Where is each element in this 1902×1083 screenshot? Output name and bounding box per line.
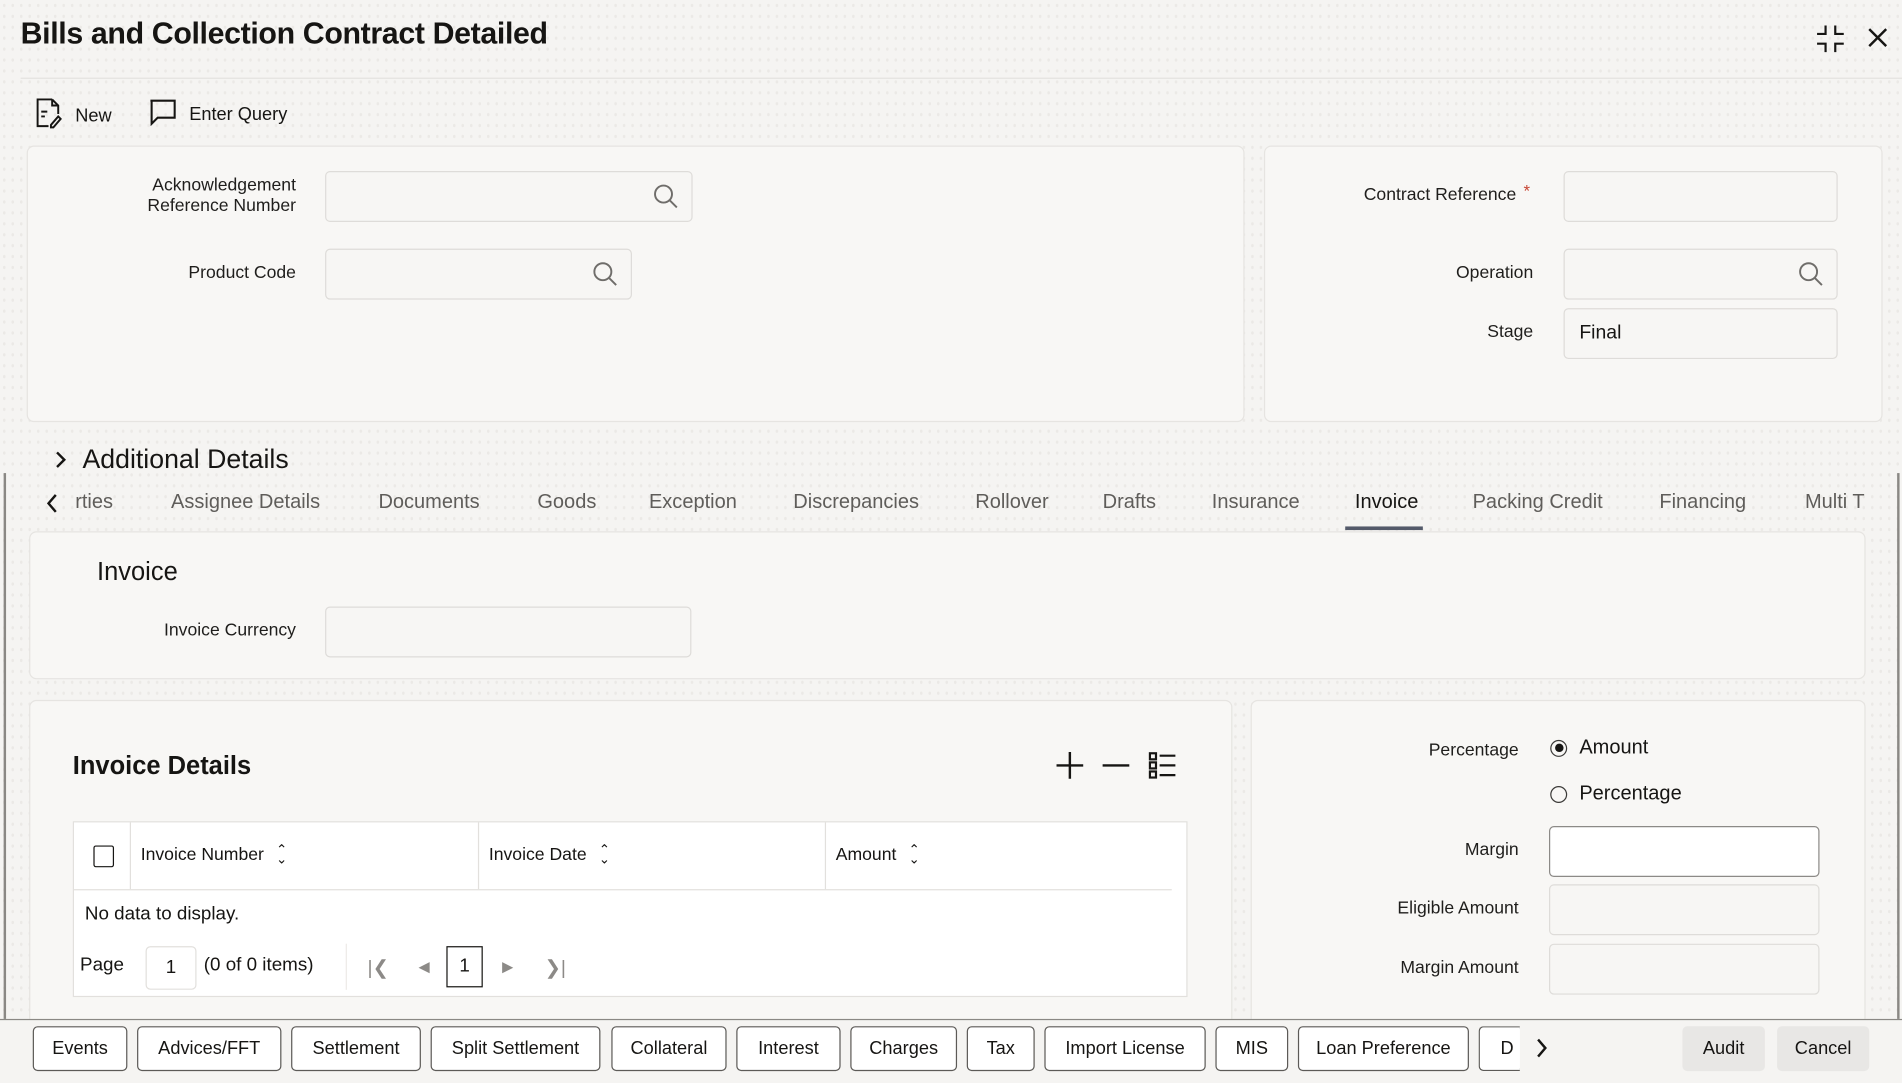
events-button[interactable]: Events [32,1026,128,1072]
left-border [3,473,7,1022]
margin-label: Margin [1464,840,1519,861]
chevron-right-icon [56,451,67,468]
invoice-details-title: Invoice Details [72,752,252,780]
loan-preference-button[interactable]: Loan Preference [1297,1026,1469,1072]
previous-page-icon[interactable]: ◀ [418,958,430,976]
stage-label: Stage [1487,322,1534,343]
search-icon[interactable] [592,261,619,288]
additional-details-toggle[interactable]: Additional Details [53,443,289,476]
current-page-button[interactable]: 1 [446,946,483,988]
items-count: (0 of 0 items) [203,954,314,976]
empty-table-message: No data to display. [84,903,240,925]
comment-icon [148,97,177,131]
charges-button[interactable]: Charges [850,1026,958,1072]
sort-icon: ⌃ ⌄ [276,843,288,868]
tab-insurance[interactable]: Insurance [1211,491,1300,514]
margin-amount-input[interactable] [1549,943,1820,995]
contract-reference-label: Contract Reference [1363,185,1517,205]
tab-drafts[interactable]: Drafts [1102,491,1157,514]
single-record-view-icon[interactable] [1147,750,1179,788]
enter-query-label: Enter Query [189,103,288,125]
product-code-label: Product Code [188,263,296,283]
chevron-left-icon [46,494,57,513]
tab-packing-credit[interactable]: Packing Credit [1472,491,1603,514]
cancel-button[interactable]: Cancel [1777,1026,1870,1072]
add-row-icon[interactable] [1054,750,1086,788]
tab-discrepancies[interactable]: Discrepancies [793,491,919,514]
invoice-table: Invoice Number ⌃ ⌄ Invoice Date ⌃ ⌄ Amount ⌃ ⌄… [72,821,1188,998]
import-license-button[interactable]: Import License [1044,1026,1206,1072]
ack-ref-label: Acknowledgement Reference Number [147,175,296,216]
invoice-currency-label: Invoice Currency [164,621,296,641]
tax-button[interactable]: Tax [966,1026,1035,1072]
tab-invoice[interactable]: Invoice [1354,491,1419,514]
select-all-checkbox[interactable] [93,845,115,868]
radio-percentage[interactable]: Percentage [1550,782,1682,805]
tab-financing[interactable]: Financing [1659,491,1747,514]
table-header-row: Invoice Number ⌃ ⌄ Invoice Date ⌃ ⌄ Amount ⌃ ⌄ [73,822,1172,891]
tab-assignee-details[interactable]: Assignee Details [171,491,321,514]
invoice-panel [29,531,1866,680]
mis-button[interactable]: MIS [1215,1026,1289,1072]
next-page-icon[interactable]: ▶ [502,958,514,976]
audit-button[interactable]: Audit [1682,1026,1765,1072]
column-header-invoice-number[interactable]: Invoice Number ⌃ ⌄ [140,843,288,868]
page-number-input[interactable]: 1 [145,946,197,990]
margin-amount-label: Margin Amount [1400,958,1519,978]
last-page-icon[interactable]: ❯| [544,958,566,979]
additional-details-label: Additional Details [82,443,289,475]
settlement-button[interactable]: Settlement [291,1026,421,1072]
column-header-invoice-date[interactable]: Invoice Date ⌃ ⌄ [488,843,610,868]
advices-fft-button[interactable]: Advices/FFT [137,1026,282,1072]
sort-icon: ⌃ ⌄ [598,843,610,868]
search-icon[interactable] [653,183,680,210]
footer-scroll-right[interactable] [1533,1035,1550,1068]
header-divider [20,77,1902,79]
page-title: Bills and Collection Contract Detailed [20,16,548,51]
invoice-currency-input[interactable] [325,606,692,658]
chevron-right-icon [1537,1038,1547,1058]
contract-reference-input[interactable] [1563,171,1838,222]
radio-amount[interactable]: Amount [1550,736,1648,759]
tab-rollover[interactable]: Rollover [975,491,1049,514]
tab-documents[interactable]: Documents [378,491,480,514]
page-label: Page [80,954,124,976]
tab-goods[interactable]: Goods [537,491,597,514]
required-indicator: * [1523,180,1531,201]
operation-input[interactable] [1563,248,1838,300]
more-button-truncated[interactable]: D [1478,1026,1520,1072]
tab-exception[interactable]: Exception [648,491,737,514]
margin-input[interactable] [1549,826,1820,877]
ack-ref-input[interactable] [325,171,693,222]
new-document-icon [34,97,63,133]
new-button[interactable]: New [34,97,112,133]
radio-selected-icon [1550,739,1568,757]
operation-label: Operation [1455,263,1534,283]
first-page-icon[interactable]: |❮ [367,958,389,979]
new-label: New [75,104,112,126]
tabs-scroll-left[interactable] [44,491,61,521]
percentage-label: Percentage [1428,741,1519,761]
search-icon[interactable] [1798,261,1825,288]
sort-icon: ⌃ ⌄ [908,843,920,868]
tab-multi[interactable]: Multi T [1804,491,1865,514]
stage-input[interactable]: Final [1563,308,1838,360]
column-header-amount[interactable]: Amount ⌃ ⌄ [835,843,920,868]
enter-query-button[interactable]: Enter Query [148,97,287,131]
right-border [1897,473,1900,1022]
minimize-icon[interactable] [1815,23,1847,61]
close-icon[interactable] [1866,25,1890,55]
radio-unselected-icon [1550,785,1568,803]
eligible-amount-label: Eligible Amount [1397,898,1519,919]
collateral-button[interactable]: Collateral [611,1026,727,1072]
eligible-amount-input[interactable] [1549,884,1820,936]
tab-parties[interactable]: rties [75,491,114,514]
delete-row-icon[interactable] [1100,750,1132,788]
product-code-input[interactable] [325,248,632,300]
invoice-section-title: Invoice [97,557,178,586]
active-tab-indicator [1345,526,1423,531]
split-settlement-button[interactable]: Split Settlement [430,1026,601,1072]
interest-button[interactable]: Interest [736,1026,841,1072]
